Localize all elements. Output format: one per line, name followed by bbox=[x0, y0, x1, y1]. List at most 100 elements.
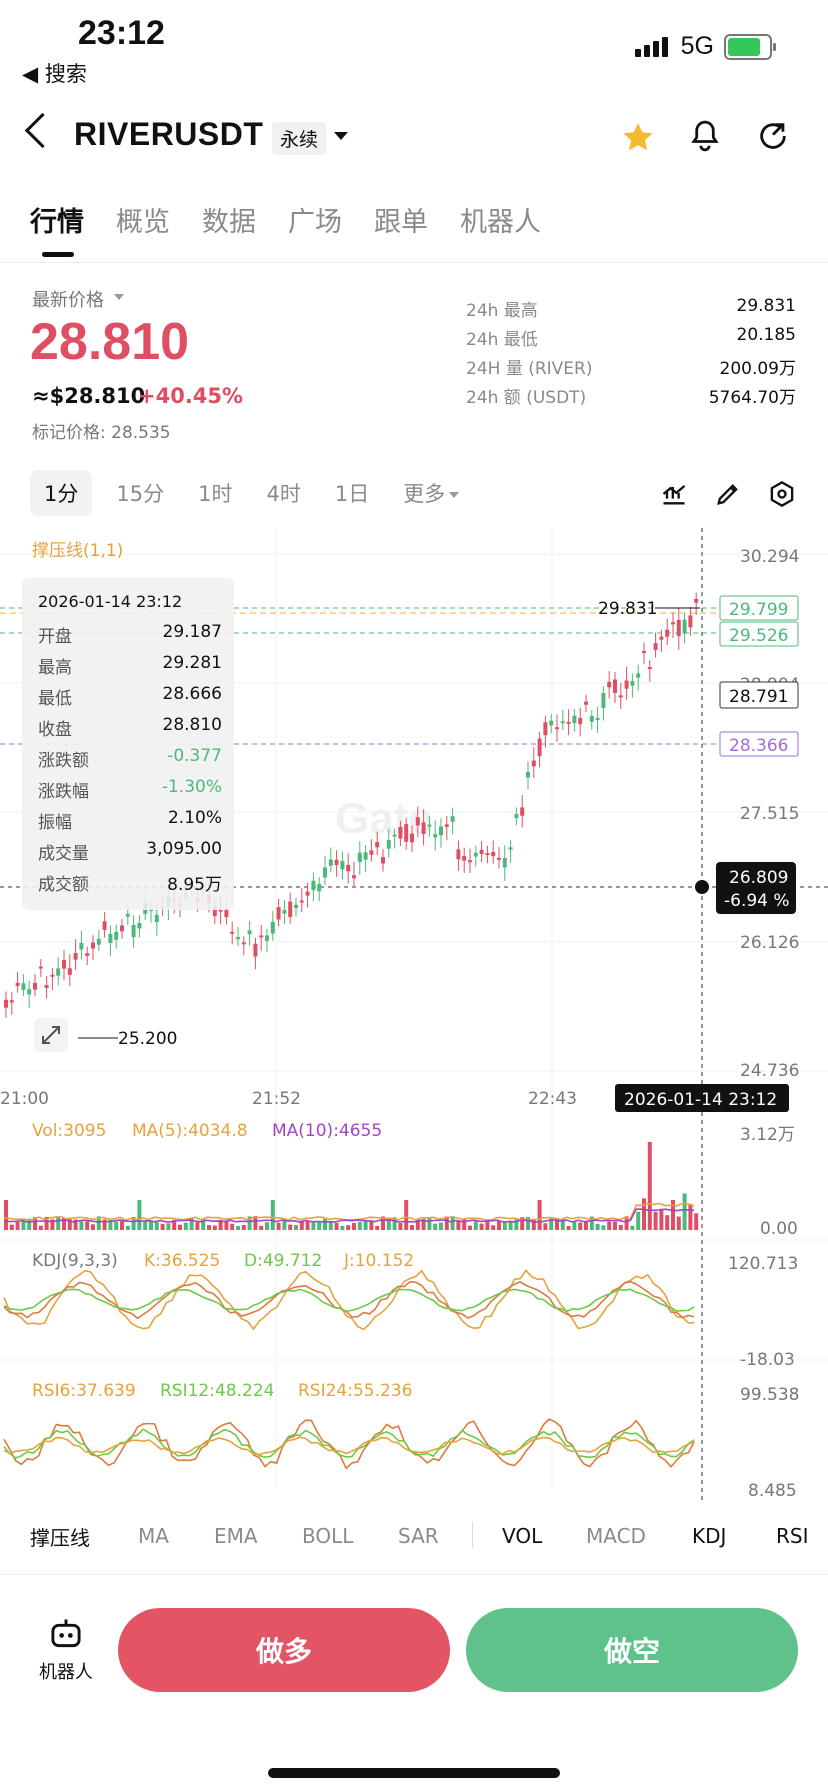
candle bbox=[328, 859, 333, 866]
candle bbox=[444, 824, 449, 827]
volume-bar bbox=[137, 1200, 142, 1230]
volume-bar bbox=[613, 1221, 617, 1230]
tab-data[interactable]: 数据 bbox=[202, 207, 256, 238]
candle bbox=[514, 813, 519, 819]
volume-bar bbox=[404, 1200, 409, 1230]
candle bbox=[468, 860, 472, 863]
candle bbox=[543, 722, 548, 736]
candle bbox=[357, 852, 362, 863]
volume-bar bbox=[288, 1224, 293, 1230]
volume-bar bbox=[4, 1200, 8, 1230]
ind-macd[interactable]: MACD bbox=[586, 1524, 646, 1548]
volume-bar bbox=[108, 1220, 113, 1230]
indicator-bar: 撑压线 MA EMA BOLL SAR VOL MACD KDJ RSI bbox=[0, 1508, 828, 1564]
interval-1h[interactable]: 1时 bbox=[198, 482, 233, 506]
candle bbox=[79, 942, 84, 950]
volume-bar bbox=[439, 1222, 443, 1230]
ind-boll[interactable]: BOLL bbox=[302, 1524, 354, 1548]
chevron-down-icon[interactable] bbox=[334, 132, 348, 140]
candle bbox=[108, 933, 113, 944]
volume-bar bbox=[444, 1216, 449, 1230]
contract-type-badge[interactable]: 永续 bbox=[272, 122, 327, 155]
volume-bar bbox=[549, 1218, 554, 1230]
star-icon[interactable] bbox=[620, 120, 656, 160]
candle bbox=[618, 695, 623, 698]
refresh-share-icon[interactable] bbox=[756, 118, 790, 158]
ind-kdj[interactable]: KDJ bbox=[692, 1524, 727, 1548]
candle bbox=[73, 953, 78, 960]
volume-bar bbox=[479, 1223, 484, 1230]
candle bbox=[270, 921, 275, 934]
volume-bar bbox=[346, 1225, 351, 1230]
pair-title[interactable]: RIVERUSDT bbox=[74, 116, 264, 152]
volume-bar bbox=[537, 1200, 542, 1230]
volume-bar bbox=[44, 1216, 49, 1230]
candle bbox=[253, 943, 258, 957]
volume-bar bbox=[543, 1223, 548, 1230]
rsi6-line bbox=[3, 1418, 695, 1470]
volume-bar bbox=[584, 1222, 588, 1230]
stat-row: 24H 量 (RIVER) 200.09万 bbox=[466, 354, 796, 383]
candle bbox=[694, 598, 699, 603]
x-tick: 21:00 bbox=[0, 1089, 49, 1109]
tab-copy-trade[interactable]: 跟单 bbox=[374, 207, 428, 238]
bell-icon[interactable] bbox=[688, 118, 722, 158]
ind-rsi[interactable]: RSI bbox=[776, 1524, 809, 1548]
kdj-k-line bbox=[3, 1280, 695, 1320]
ind-sar[interactable]: SAR bbox=[398, 1524, 439, 1548]
long-button[interactable]: 做多 bbox=[118, 1608, 450, 1692]
volume-bar bbox=[172, 1219, 177, 1230]
chevron-down-icon[interactable] bbox=[114, 294, 124, 300]
tab-overview[interactable]: 概览 bbox=[116, 207, 170, 238]
candle bbox=[224, 908, 229, 918]
ind-ma[interactable]: MA bbox=[138, 1524, 169, 1548]
robot-button[interactable]: 机器人 bbox=[38, 1618, 94, 1684]
candle bbox=[120, 925, 124, 932]
back-icon[interactable] bbox=[24, 112, 61, 149]
draw-pen-icon[interactable] bbox=[714, 480, 742, 508]
candle bbox=[589, 715, 594, 722]
status-back-link[interactable]: ◀ 搜索 bbox=[22, 62, 87, 86]
candle bbox=[91, 942, 95, 949]
candle bbox=[676, 619, 681, 637]
interval-1d[interactable]: 1日 bbox=[334, 482, 370, 506]
candle bbox=[265, 935, 269, 941]
candle bbox=[282, 910, 287, 914]
latest-price-label[interactable]: 最新价格 bbox=[32, 290, 104, 311]
settings-hexagon-icon[interactable] bbox=[768, 480, 796, 508]
interval-1m[interactable]: 1分 bbox=[30, 470, 93, 516]
candle bbox=[288, 901, 293, 917]
tooltip-value: 29.187 bbox=[162, 622, 222, 642]
tab-robot[interactable]: 机器人 bbox=[460, 207, 541, 238]
price-tag-purple: 28.366 bbox=[729, 736, 788, 756]
volume-bar bbox=[398, 1223, 403, 1230]
interval-more[interactable]: 更多 bbox=[403, 478, 460, 508]
candle bbox=[317, 884, 322, 892]
volume-bar bbox=[555, 1217, 559, 1230]
volume-bar bbox=[595, 1223, 600, 1230]
volume-bar bbox=[27, 1218, 32, 1230]
ind-support-resistance[interactable]: 撑压线 bbox=[30, 1525, 90, 1550]
candle bbox=[531, 760, 536, 767]
ind-vol[interactable]: VOL bbox=[502, 1524, 543, 1548]
candle bbox=[450, 816, 455, 822]
volume-bar bbox=[15, 1221, 20, 1230]
interval-4h[interactable]: 4时 bbox=[266, 482, 301, 506]
y-tick: 26.126 bbox=[740, 933, 799, 953]
interval-15m[interactable]: 15分 bbox=[116, 482, 165, 506]
tab-square[interactable]: 广场 bbox=[288, 207, 342, 238]
short-button[interactable]: 做空 bbox=[466, 1608, 798, 1692]
volume-bar bbox=[410, 1225, 414, 1230]
tooltip-key: 涨跌幅 bbox=[38, 782, 89, 802]
volume-bar bbox=[224, 1221, 229, 1230]
candle bbox=[259, 935, 264, 938]
x-tick: 21:52 bbox=[252, 1089, 301, 1109]
volume-bar bbox=[636, 1211, 641, 1230]
tab-market[interactable]: 行情 bbox=[30, 207, 84, 238]
candle bbox=[508, 847, 513, 850]
volume-bar bbox=[456, 1220, 461, 1230]
indicator-icon[interactable] bbox=[660, 480, 688, 508]
kline-chart[interactable]: Gate 29.831 25.200 撑压线(1,1) 30.294 28.90… bbox=[0, 528, 828, 1508]
volume-bar bbox=[189, 1217, 194, 1230]
ind-ema[interactable]: EMA bbox=[214, 1524, 258, 1548]
